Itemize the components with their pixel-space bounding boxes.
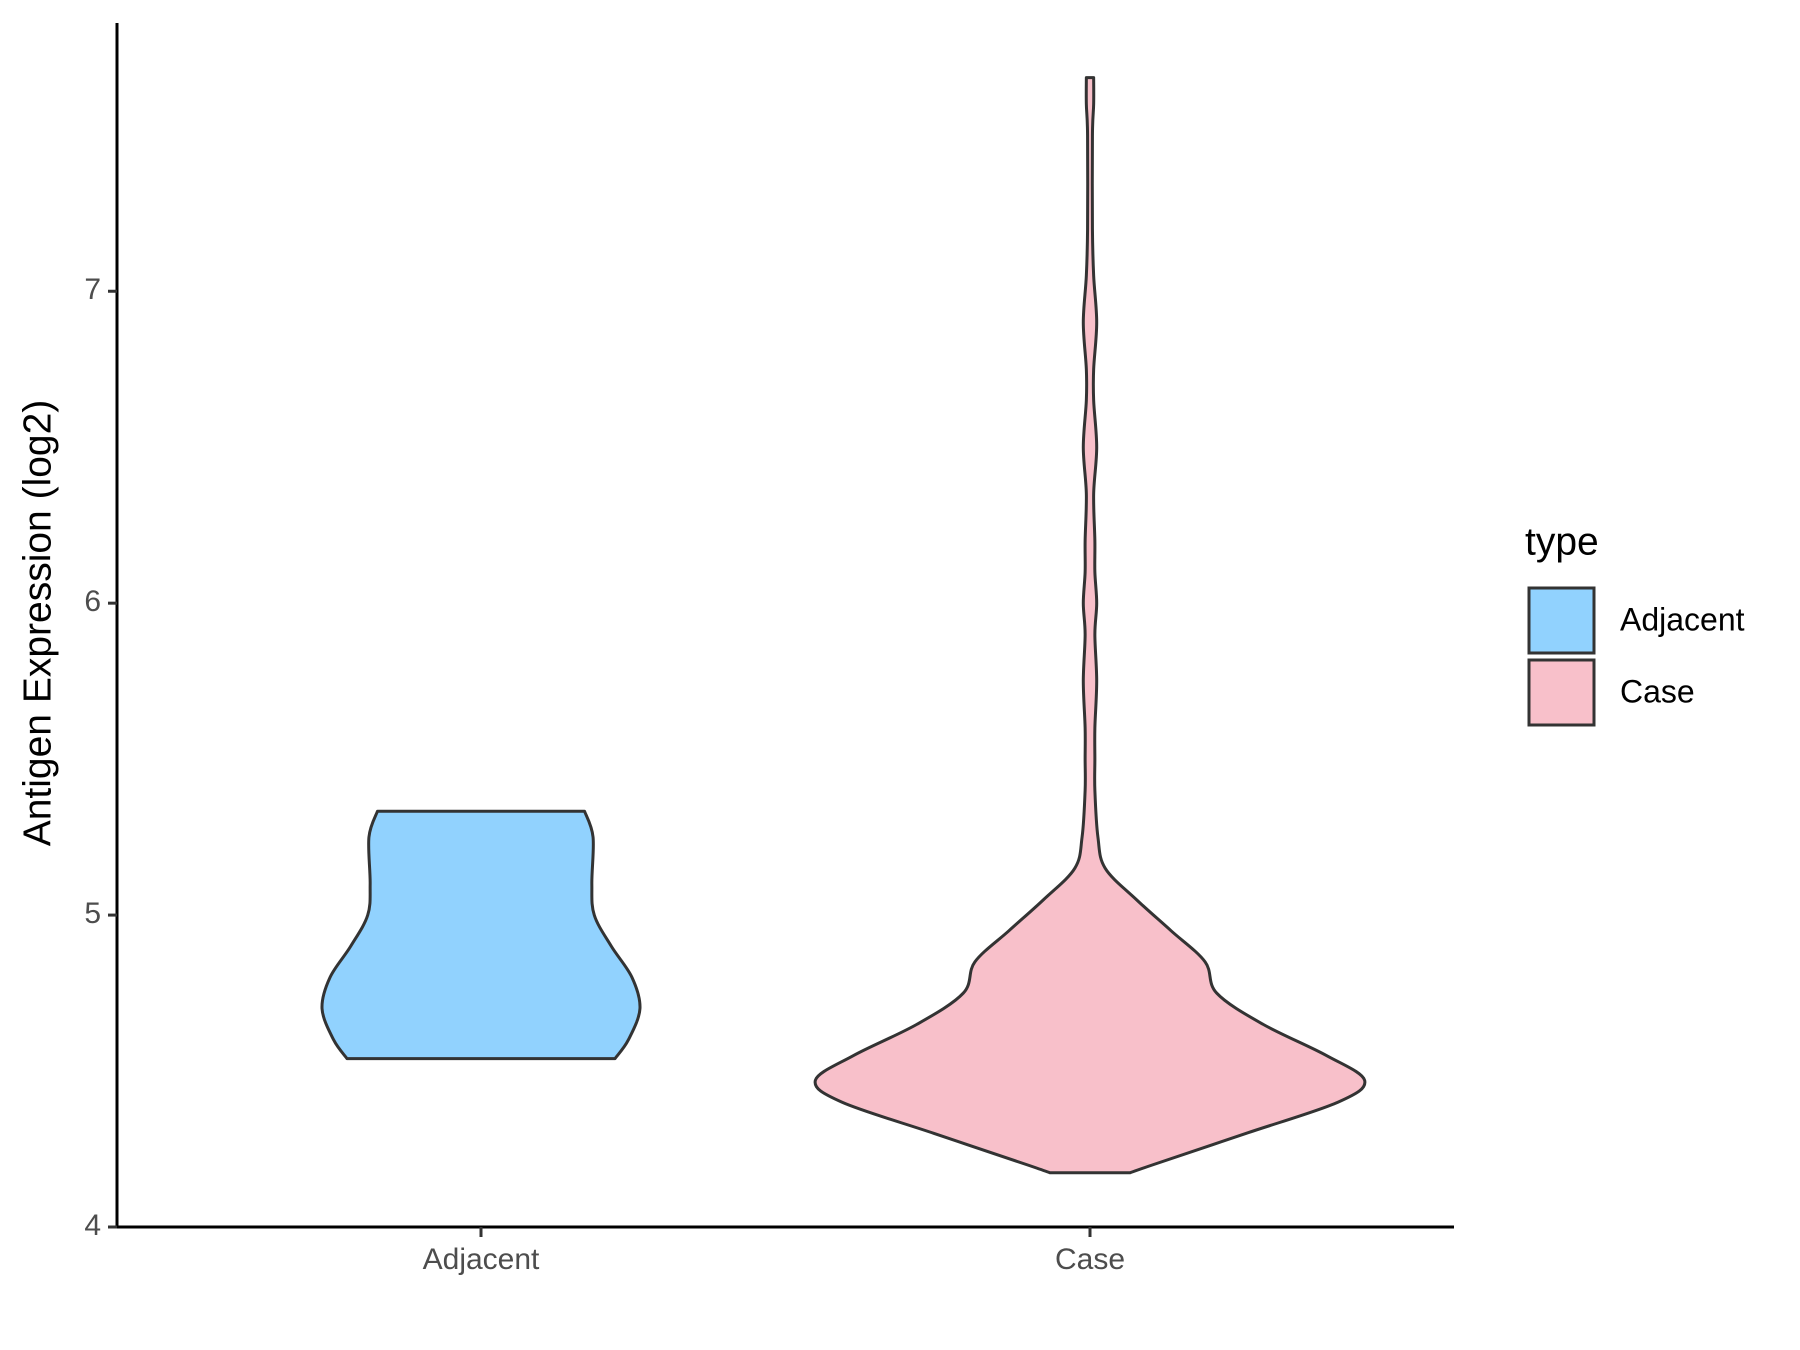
y-tick-label: 5 [84,897,101,930]
y-axis-title: Antigen Expression (log2) [16,400,59,847]
legend-key [1527,658,1596,727]
legend-label: Adjacent [1620,601,1745,637]
y-tick-label: 7 [84,273,101,306]
x-tick-label: Adjacent [423,1243,540,1276]
violin [320,809,642,1061]
legend-key [1527,586,1596,655]
legend-title: type [1525,520,1599,563]
legend-label: Case [1620,673,1695,709]
y-tick-label: 4 [84,1209,101,1242]
x-tick-label: Case [1055,1243,1125,1276]
y-tick-label: 6 [84,585,101,618]
violin [813,76,1367,1175]
